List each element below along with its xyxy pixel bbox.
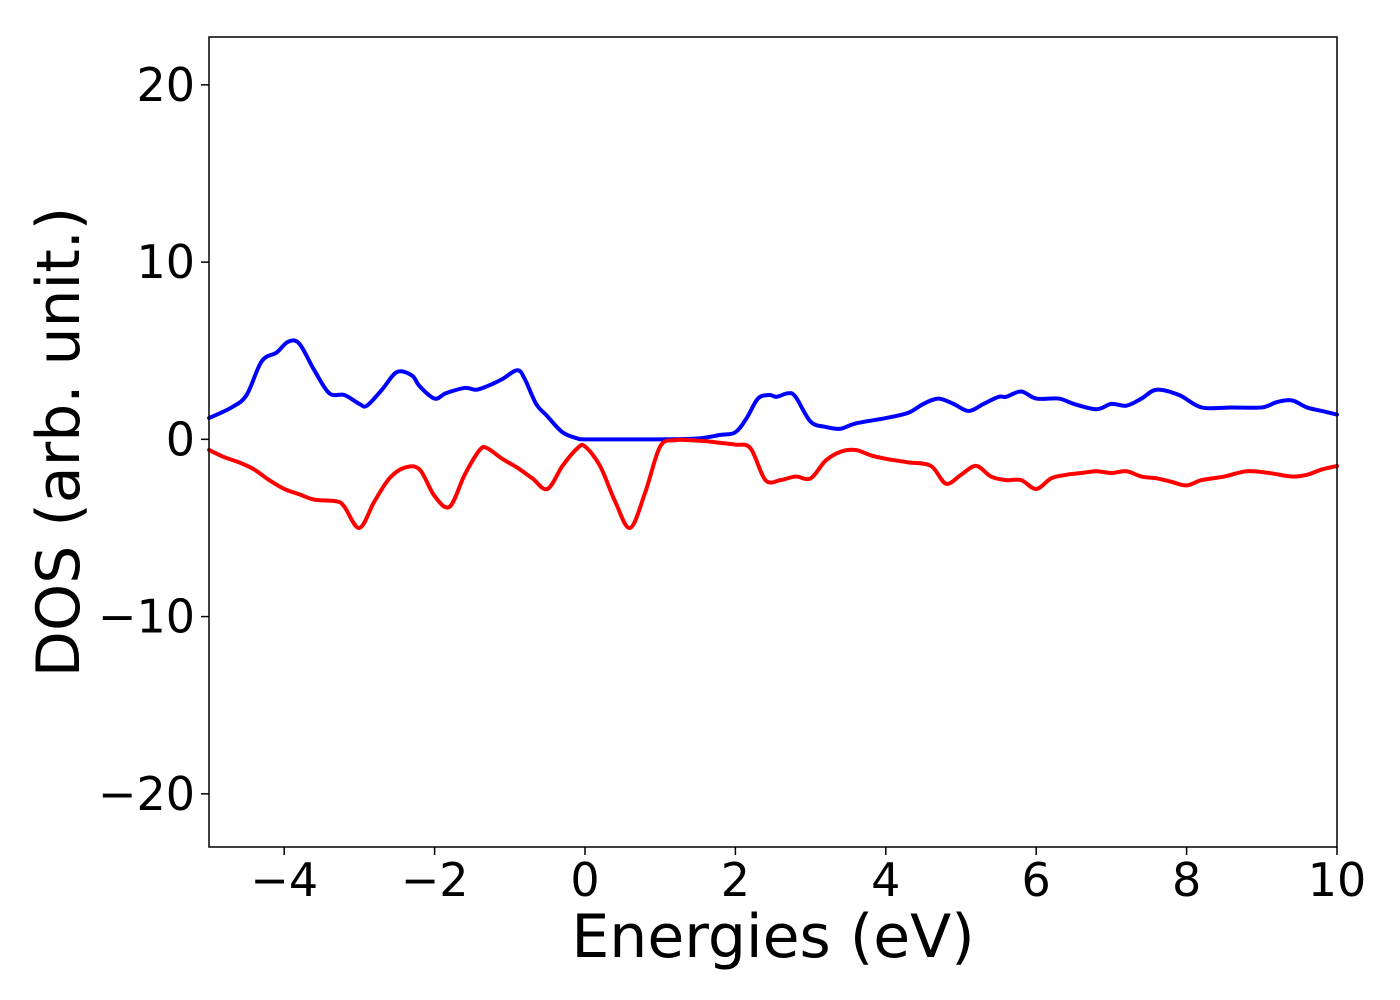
series-line-1 — [207, 338, 1339, 442]
y-tick-label: −10 — [98, 590, 195, 644]
y-tick-label: −20 — [98, 767, 195, 821]
x-axis-ticks: −4 −2 0 2 4 6 8 10 — [250, 847, 1366, 907]
series-line-2 — [207, 437, 1339, 530]
x-tick-label: 8 — [1172, 853, 1201, 907]
x-tick-label: 2 — [721, 853, 750, 907]
x-tick-label: 4 — [871, 853, 900, 907]
x-tick-label: 0 — [570, 853, 599, 907]
x-axis-title: Energies (eV) — [571, 902, 974, 972]
x-tick-label: 6 — [1022, 853, 1051, 907]
y-axis-title: DOS (arb. unit.) — [24, 207, 94, 677]
x-tick-label: −2 — [401, 853, 469, 907]
plot-frame — [208, 36, 1338, 848]
y-tick-label: 0 — [166, 412, 195, 466]
y-axis-ticks: −20 −10 0 10 20 — [98, 58, 209, 821]
x-tick-label: −4 — [250, 853, 318, 907]
y-tick-label: 10 — [136, 235, 195, 289]
y-tick-label: 20 — [136, 58, 195, 112]
x-tick-label: 10 — [1308, 853, 1367, 907]
series-layer — [207, 338, 1339, 530]
